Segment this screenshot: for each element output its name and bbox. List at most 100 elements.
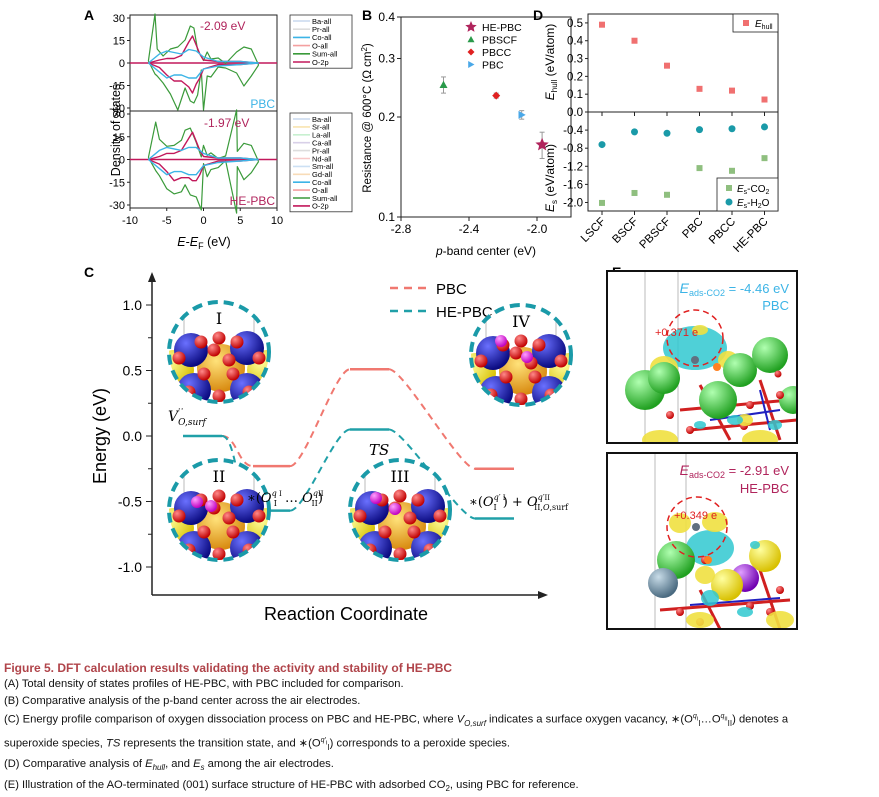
legend-entry: HE-PBC <box>482 22 522 34</box>
legend-entry: Co-all <box>312 178 332 187</box>
charge-transfer-pbc: +0.371 e <box>655 327 698 339</box>
ehull-point <box>664 62 670 69</box>
dos-line-o-2p-down <box>148 62 259 94</box>
panel-a: A Density of states 30150-15-3030150-15-… <box>84 7 353 251</box>
panel-c-xlabel: Reaction Coordinate <box>264 604 428 624</box>
profile-pbc <box>221 367 514 470</box>
y-tick-label: 0.3 <box>567 54 583 66</box>
y-tick-label: 0.0 <box>123 428 143 444</box>
ehull-point <box>761 96 768 103</box>
x-tick-label: -10 <box>122 215 138 227</box>
es-h2o-point <box>761 123 768 131</box>
marker-star <box>465 21 477 32</box>
legend-ehull: Ehull <box>732 13 779 33</box>
panel-b-xlabel: p-band center (eV) <box>435 244 536 258</box>
caption-a: (A) Total density of states profiles of … <box>4 678 404 691</box>
y-tick-label: 30 <box>113 109 125 121</box>
state-label-ts: TS <box>369 441 389 459</box>
caption-title: Figure 5. DFT calculation results valida… <box>4 661 453 675</box>
point-pbcc <box>492 91 501 100</box>
legend-entry: Sm-all <box>312 162 334 171</box>
material-label-hepbc: HE-PBC <box>740 481 789 496</box>
point-he-pbc <box>535 131 549 160</box>
x-tick-label: -2.8 <box>391 222 412 236</box>
panel-b-ylabel: Resistance @ 600°C (Ω cm2) <box>360 43 374 193</box>
caption-d: (D) Comparative analysis of Ehull, and E… <box>4 757 334 773</box>
y-tick-label: -1.0 <box>118 559 142 575</box>
category-label: PBCC <box>707 216 738 247</box>
es-co2-point <box>696 165 703 172</box>
svg-text:Es-CO2: Es-CO2 <box>737 184 770 196</box>
connector <box>289 368 351 468</box>
dos-line-o-2p-up <box>148 35 259 64</box>
x-tick-label: 0 <box>200 215 206 227</box>
panel-e-bottom-frame <box>606 452 798 630</box>
legend-box <box>289 14 353 69</box>
legend-entry: Sr-all <box>312 123 330 132</box>
legend-entry: Ba-all <box>312 115 332 124</box>
es-h2o-point <box>696 126 703 134</box>
panel-d-bottom-ylabel: Es (eV/atom) <box>543 144 559 212</box>
dos-line-co-all-up <box>147 146 259 161</box>
panel-a-xlabel: E-EF (eV) <box>177 235 230 251</box>
category-label: BSCF <box>610 216 640 246</box>
legend-entry: O-all <box>312 41 328 50</box>
panel-c-legend: PBC HE-PBC <box>390 281 493 321</box>
eads-hepbc: Eads-CO2 = -2.91 eV <box>680 462 790 480</box>
inset-border <box>469 303 573 407</box>
y-tick-label: 0.5 <box>123 363 143 379</box>
marker-triangle-right <box>518 110 526 119</box>
eads-pbc: Eads-CO2 = -4.46 eV <box>680 280 790 298</box>
pbc-co2-structure: +0.371 e Eads-CO2 = -4.46 eV PBC <box>607 271 797 443</box>
figure: A Density of states 30150-15-3030150-15-… <box>84 7 798 630</box>
legend-entry: Sum-all <box>312 194 338 203</box>
legend-es: Es-CO2 Es-H2O <box>716 177 779 212</box>
ehull-point <box>631 37 638 44</box>
y-tick-label: 0.1 <box>378 210 395 224</box>
inset-border <box>167 300 271 404</box>
y-tick-label: 0.2 <box>378 110 395 124</box>
y-tick-label: -2.0 <box>563 197 583 209</box>
y-tick-label: 1.0 <box>123 297 143 313</box>
legend-entry: Sum-all <box>312 50 338 59</box>
es-co2-point <box>761 155 768 162</box>
ehull-point <box>729 87 735 94</box>
legend-entry: Ca-all <box>312 139 332 148</box>
dos-line-co-all-down <box>147 158 259 176</box>
x-tick-label: 5 <box>237 215 243 227</box>
category-label: HE-PBC <box>731 216 770 255</box>
panel-label-a: A <box>84 7 94 23</box>
legend-entry: Pr-all <box>312 146 330 155</box>
category-label: LSCF <box>579 216 608 245</box>
legend-entry: PBSCF <box>482 35 517 47</box>
panel-c: C 1.0 0.5 0.0 -0.5 -1.0 Energy (eV) Reaction… <box>84 264 573 624</box>
y-tick-label: 0.1 <box>567 89 583 101</box>
subplot-label-hepbc: HE-PBC <box>230 194 276 208</box>
svg-text:Es-H2O: Es-H2O <box>737 198 770 210</box>
point-pbc <box>518 110 526 120</box>
legend-entry: O-2p <box>312 58 329 67</box>
svg-text:Ehull: Ehull <box>755 19 773 31</box>
legend-entry: Nd-all <box>312 154 332 163</box>
dos-line-sum-all-down <box>147 157 260 214</box>
y-tick-label: -30 <box>109 200 125 212</box>
y-tick-label: -30 <box>109 103 125 115</box>
y-tick-label: 15 <box>113 132 125 144</box>
y-tick-label: 0.5 <box>567 18 583 30</box>
es-h2o-point <box>663 129 671 137</box>
marker-triangle <box>467 36 475 43</box>
hepbc-co2-structure: +0.349 e Eads-CO2 = -2.91 eV HE-PBC <box>607 453 797 629</box>
y-tick-label: -0.5 <box>118 494 142 510</box>
dos-pbc-plot <box>130 13 277 111</box>
panel-c-ylabel: Energy (eV) <box>90 388 110 484</box>
panel-label-d: D <box>533 7 543 23</box>
legend-entry: O-all <box>312 186 328 195</box>
inset-border <box>348 458 452 562</box>
legend-entry: Pr-all <box>312 25 330 34</box>
state-label-vacancy: VO,surf·· <box>168 405 208 428</box>
dos-line-sum-all-up <box>147 109 260 162</box>
